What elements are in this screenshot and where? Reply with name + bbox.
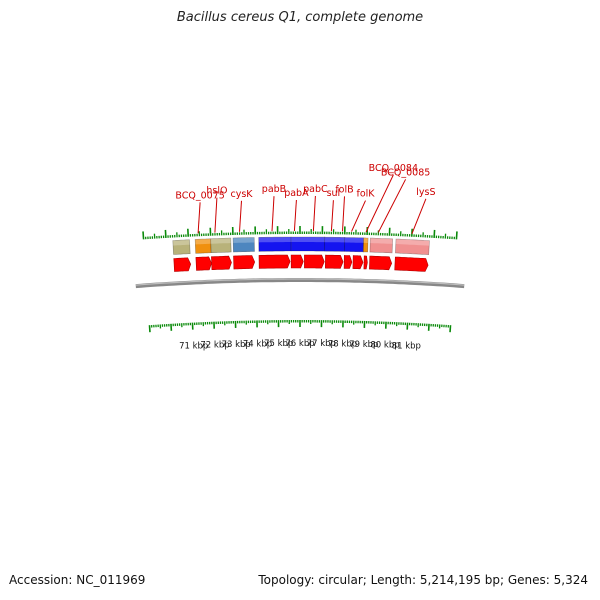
- scale-label: 71 kbp: [179, 342, 208, 352]
- scale-label: 73 kbp: [222, 340, 251, 350]
- feature-bar-hslO: [210, 237, 232, 253]
- backbone-arc: [135, 278, 465, 289]
- feature-bar-highlight: [233, 237, 255, 243]
- scale-label: 81 kbp: [392, 342, 421, 352]
- gene-leader-line: [197, 202, 201, 234]
- scale-label: 80 kbp: [370, 341, 399, 351]
- gene-label: BCQ_0075: [175, 190, 224, 201]
- feature-bar-highlight: [172, 239, 190, 246]
- gene-label: hslO: [206, 186, 227, 197]
- scale-label: 78 kbp: [328, 339, 357, 349]
- feature-bars: [172, 236, 430, 256]
- cds-arrow: [195, 256, 212, 271]
- gene-label: sul: [327, 188, 341, 199]
- genome-summary-text: Topology: circular; Length: 5,214,195 bp…: [258, 573, 588, 587]
- gene-label: pabC: [303, 184, 328, 195]
- feature-bar-highlight: [291, 237, 325, 243]
- gene-label: BCQ_0084: [369, 163, 418, 174]
- gene-leader-line: [271, 196, 275, 232]
- cds-arrow: [173, 257, 192, 272]
- feature-bar-highlight: [195, 238, 211, 245]
- gene-leader-line: [214, 197, 218, 233]
- inner-tick-marks: [148, 320, 452, 333]
- gene-leader-line: [351, 200, 366, 232]
- gene-leader-line: [312, 195, 316, 232]
- backbone-highlight: [135, 278, 465, 286]
- outer-tick-marks: [142, 226, 458, 240]
- gene-label: cysK: [230, 189, 253, 200]
- gene-leader-line: [377, 179, 407, 233]
- gene-leader-line: [342, 196, 345, 232]
- outer-tick: [142, 231, 145, 240]
- gene-leader-line: [330, 200, 334, 232]
- scale-label: 74 kbp: [243, 339, 272, 349]
- gene-leader-line: [365, 174, 394, 233]
- feature-bar-highlight: [324, 237, 345, 243]
- outer-tick: [455, 231, 458, 240]
- scale-label: 77 kbp: [307, 339, 336, 349]
- gene-label: lysS: [416, 187, 435, 198]
- feature-bar-BCQ_0085: [369, 237, 394, 254]
- feature-bar-highlight: [258, 237, 292, 243]
- cds-arrow: [369, 255, 393, 271]
- gene-leader-line: [293, 199, 297, 232]
- map-title: Bacillus cereus Q1, complete genome: [176, 10, 424, 25]
- feature-bar-lysS: [395, 238, 430, 256]
- cds-arrow: [324, 254, 344, 269]
- gene-label: BCQ_0085: [381, 167, 430, 178]
- cds-arrow: [233, 255, 256, 270]
- gene-leader-line: [239, 200, 242, 232]
- feature-bar-highlight: [210, 238, 231, 244]
- scale-label: 75 kbp: [264, 339, 293, 349]
- feature-bar-BCQ_0084: [362, 237, 369, 253]
- gene-label: folB: [335, 184, 353, 195]
- cds-arrow: [343, 255, 353, 269]
- cds-arrow: [304, 254, 325, 269]
- feature-bar-highlight: [344, 237, 364, 243]
- cds-arrows: [173, 254, 429, 272]
- scale-label: 79 kbp: [349, 340, 378, 350]
- genome-backbone: [135, 278, 465, 289]
- accession-text: Accession: NC_011969: [9, 573, 146, 587]
- cds-arrow: [363, 255, 368, 270]
- cds-arrow: [258, 254, 291, 269]
- gene-label: pabB: [262, 184, 286, 195]
- feature-bar-cysK: [232, 237, 255, 253]
- feature-bar-highlight: [395, 239, 430, 246]
- gene-label: folK: [356, 189, 375, 200]
- feature-bar-highlight: [363, 237, 369, 243]
- scale-label: 76 kbp: [285, 339, 314, 349]
- cds-arrow: [211, 255, 232, 271]
- feature-bar-highlight: [370, 238, 393, 244]
- cds-arrow: [290, 254, 304, 269]
- gene-leader-line: [411, 198, 427, 234]
- cds-arrow: [352, 255, 364, 270]
- feature-bar-olive-left: [172, 239, 191, 255]
- gene-label: pabA: [284, 188, 309, 199]
- scale-label: 72 kbp: [200, 341, 229, 351]
- cds-arrow: [394, 256, 429, 272]
